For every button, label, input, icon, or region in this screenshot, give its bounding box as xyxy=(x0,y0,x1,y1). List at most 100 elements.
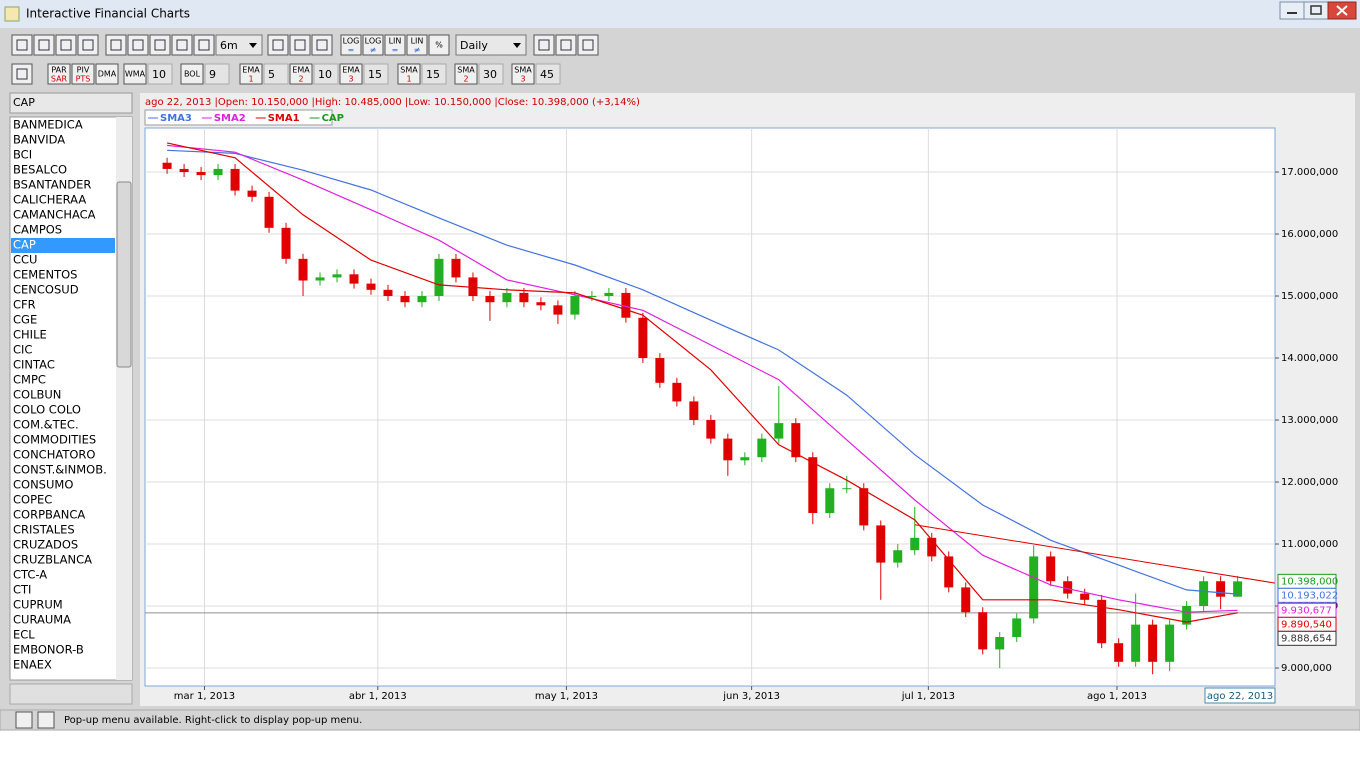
toolbar-button[interactable] xyxy=(267,34,289,56)
symbol-item[interactable]: ECL xyxy=(13,628,35,642)
symbol-item[interactable]: CTC-A xyxy=(13,568,47,582)
maximize-button[interactable] xyxy=(1303,1,1329,20)
symbol-field[interactable] xyxy=(9,92,133,114)
param-field[interactable] xyxy=(147,63,173,85)
symbol-item[interactable]: COLBUN xyxy=(13,388,61,402)
candle-body xyxy=(417,296,427,303)
indicator-label: EMA xyxy=(292,66,310,75)
symbol-item[interactable]: COLO COLO xyxy=(13,403,81,417)
symbol-item[interactable]: CENCOSUD xyxy=(13,283,79,297)
indicator-button[interactable] xyxy=(339,63,363,85)
symbol-item[interactable]: CURAUMA xyxy=(13,613,71,627)
toolbar-button[interactable] xyxy=(533,34,555,56)
toolbar-button[interactable] xyxy=(289,34,311,56)
symbol-item[interactable]: CALICHERAA xyxy=(13,193,86,207)
symbol-item[interactable]: CEMENTOS xyxy=(13,268,77,282)
indicator-button[interactable] xyxy=(180,63,204,85)
toolbar-button[interactable] xyxy=(193,34,215,56)
toolbar-button[interactable] xyxy=(127,34,149,56)
symbol-item[interactable]: CCU xyxy=(13,253,37,267)
indicator-label: WMA xyxy=(125,70,146,79)
symbol-item[interactable]: COM.&TEC. xyxy=(13,418,79,432)
symbol-item[interactable]: CONST.&INMOB. xyxy=(13,463,107,477)
candle-body xyxy=(706,420,716,439)
toolbar-button[interactable] xyxy=(105,34,127,56)
symbol-item[interactable]: CMPC xyxy=(13,373,46,387)
symbol-item[interactable]: CGE xyxy=(13,313,37,327)
param-field[interactable] xyxy=(313,63,339,85)
toolbar-button[interactable] xyxy=(311,34,333,56)
symbol-item[interactable]: CORPBANCA xyxy=(13,508,85,522)
symbol-item[interactable]: CRISTALES xyxy=(13,523,75,537)
symbol-item[interactable]: CINTAC xyxy=(13,358,55,372)
symbol-item[interactable]: CONCHATORO xyxy=(13,448,95,462)
toolbar-button[interactable] xyxy=(77,34,99,56)
status-icon[interactable] xyxy=(37,711,55,729)
toolbar-button[interactable] xyxy=(11,63,33,85)
scale-button[interactable] xyxy=(340,34,362,56)
indicator-button[interactable] xyxy=(239,63,263,85)
toolbar-button[interactable] xyxy=(149,34,171,56)
symbol-item[interactable]: COPEC xyxy=(13,493,52,507)
symbol-item[interactable]: CIC xyxy=(13,343,32,357)
indicator-button[interactable] xyxy=(47,63,71,85)
button-icon xyxy=(60,39,72,51)
toolbar-button[interactable] xyxy=(55,34,77,56)
period-dropdown[interactable] xyxy=(215,34,263,56)
ohlc-info: ago 22, 2013 |Open: 10.150,000 |High: 10… xyxy=(145,97,640,108)
indicator-button[interactable] xyxy=(71,63,95,85)
scale-button[interactable] xyxy=(406,34,428,56)
param-field[interactable] xyxy=(363,63,389,85)
toolbar-button[interactable] xyxy=(11,34,33,56)
symbol-item[interactable]: CFR xyxy=(13,298,36,312)
param-value: 15 xyxy=(426,68,440,81)
status-icon[interactable] xyxy=(15,711,33,729)
indicator-sub: PTS xyxy=(76,75,91,84)
button-icon xyxy=(16,68,28,80)
param-field[interactable] xyxy=(478,63,504,85)
indicator-button[interactable] xyxy=(454,63,478,85)
symbol-item[interactable]: BSANTANDER xyxy=(13,178,91,192)
candle-body xyxy=(349,274,359,284)
minimize-button[interactable] xyxy=(1279,1,1305,20)
symbol-item[interactable]: CRUZADOS xyxy=(13,538,78,552)
candle-body xyxy=(1148,624,1158,662)
scale-button[interactable] xyxy=(362,34,384,56)
symbol-item[interactable]: CTI xyxy=(13,583,31,597)
symbol-item[interactable]: ENAEX xyxy=(13,658,52,672)
param-field[interactable] xyxy=(535,63,561,85)
indicator-button[interactable] xyxy=(397,63,421,85)
indicator-button[interactable] xyxy=(95,63,119,85)
indicator-button[interactable] xyxy=(123,63,147,85)
indicator-button[interactable] xyxy=(511,63,535,85)
symbol-item[interactable]: BANVIDA xyxy=(13,133,65,147)
symbol-item[interactable]: CUPRUM xyxy=(13,598,63,612)
symbol-item[interactable]: CAMPOS xyxy=(13,223,62,237)
symbol-item[interactable]: CAP xyxy=(13,238,36,252)
candle-body xyxy=(383,289,393,297)
param-field[interactable] xyxy=(263,63,289,85)
symbol-item[interactable]: BESALCO xyxy=(13,163,67,177)
symbol-item[interactable]: COMMODITIES xyxy=(13,433,96,447)
symbol-item[interactable]: CAMANCHACA xyxy=(13,208,96,222)
symbol-item[interactable]: CHILE xyxy=(13,328,47,342)
symbol-item[interactable]: BANMEDICA xyxy=(13,118,83,132)
scroll-thumb[interactable] xyxy=(116,181,132,368)
toolbar-button[interactable] xyxy=(33,34,55,56)
indicator-sub: 3 xyxy=(348,75,353,84)
candle-body xyxy=(536,302,546,306)
toolbar-button[interactable] xyxy=(577,34,599,56)
param-field[interactable] xyxy=(204,63,230,85)
scale-button[interactable] xyxy=(384,34,406,56)
toolbar-button[interactable] xyxy=(171,34,193,56)
symbol-item[interactable]: BCI xyxy=(13,148,32,162)
param-field[interactable] xyxy=(421,63,447,85)
symbol-item[interactable]: CRUZBLANCA xyxy=(13,553,92,567)
indicator-button[interactable] xyxy=(289,63,313,85)
symbol-item[interactable]: EMBONOR-B xyxy=(13,643,84,657)
toolbar-button[interactable] xyxy=(555,34,577,56)
scale-button[interactable] xyxy=(428,34,450,56)
interval-dropdown[interactable] xyxy=(455,34,527,56)
symbol-item[interactable]: CONSUMO xyxy=(13,478,73,492)
x-tick-label: jun 3, 2013 xyxy=(722,691,780,702)
